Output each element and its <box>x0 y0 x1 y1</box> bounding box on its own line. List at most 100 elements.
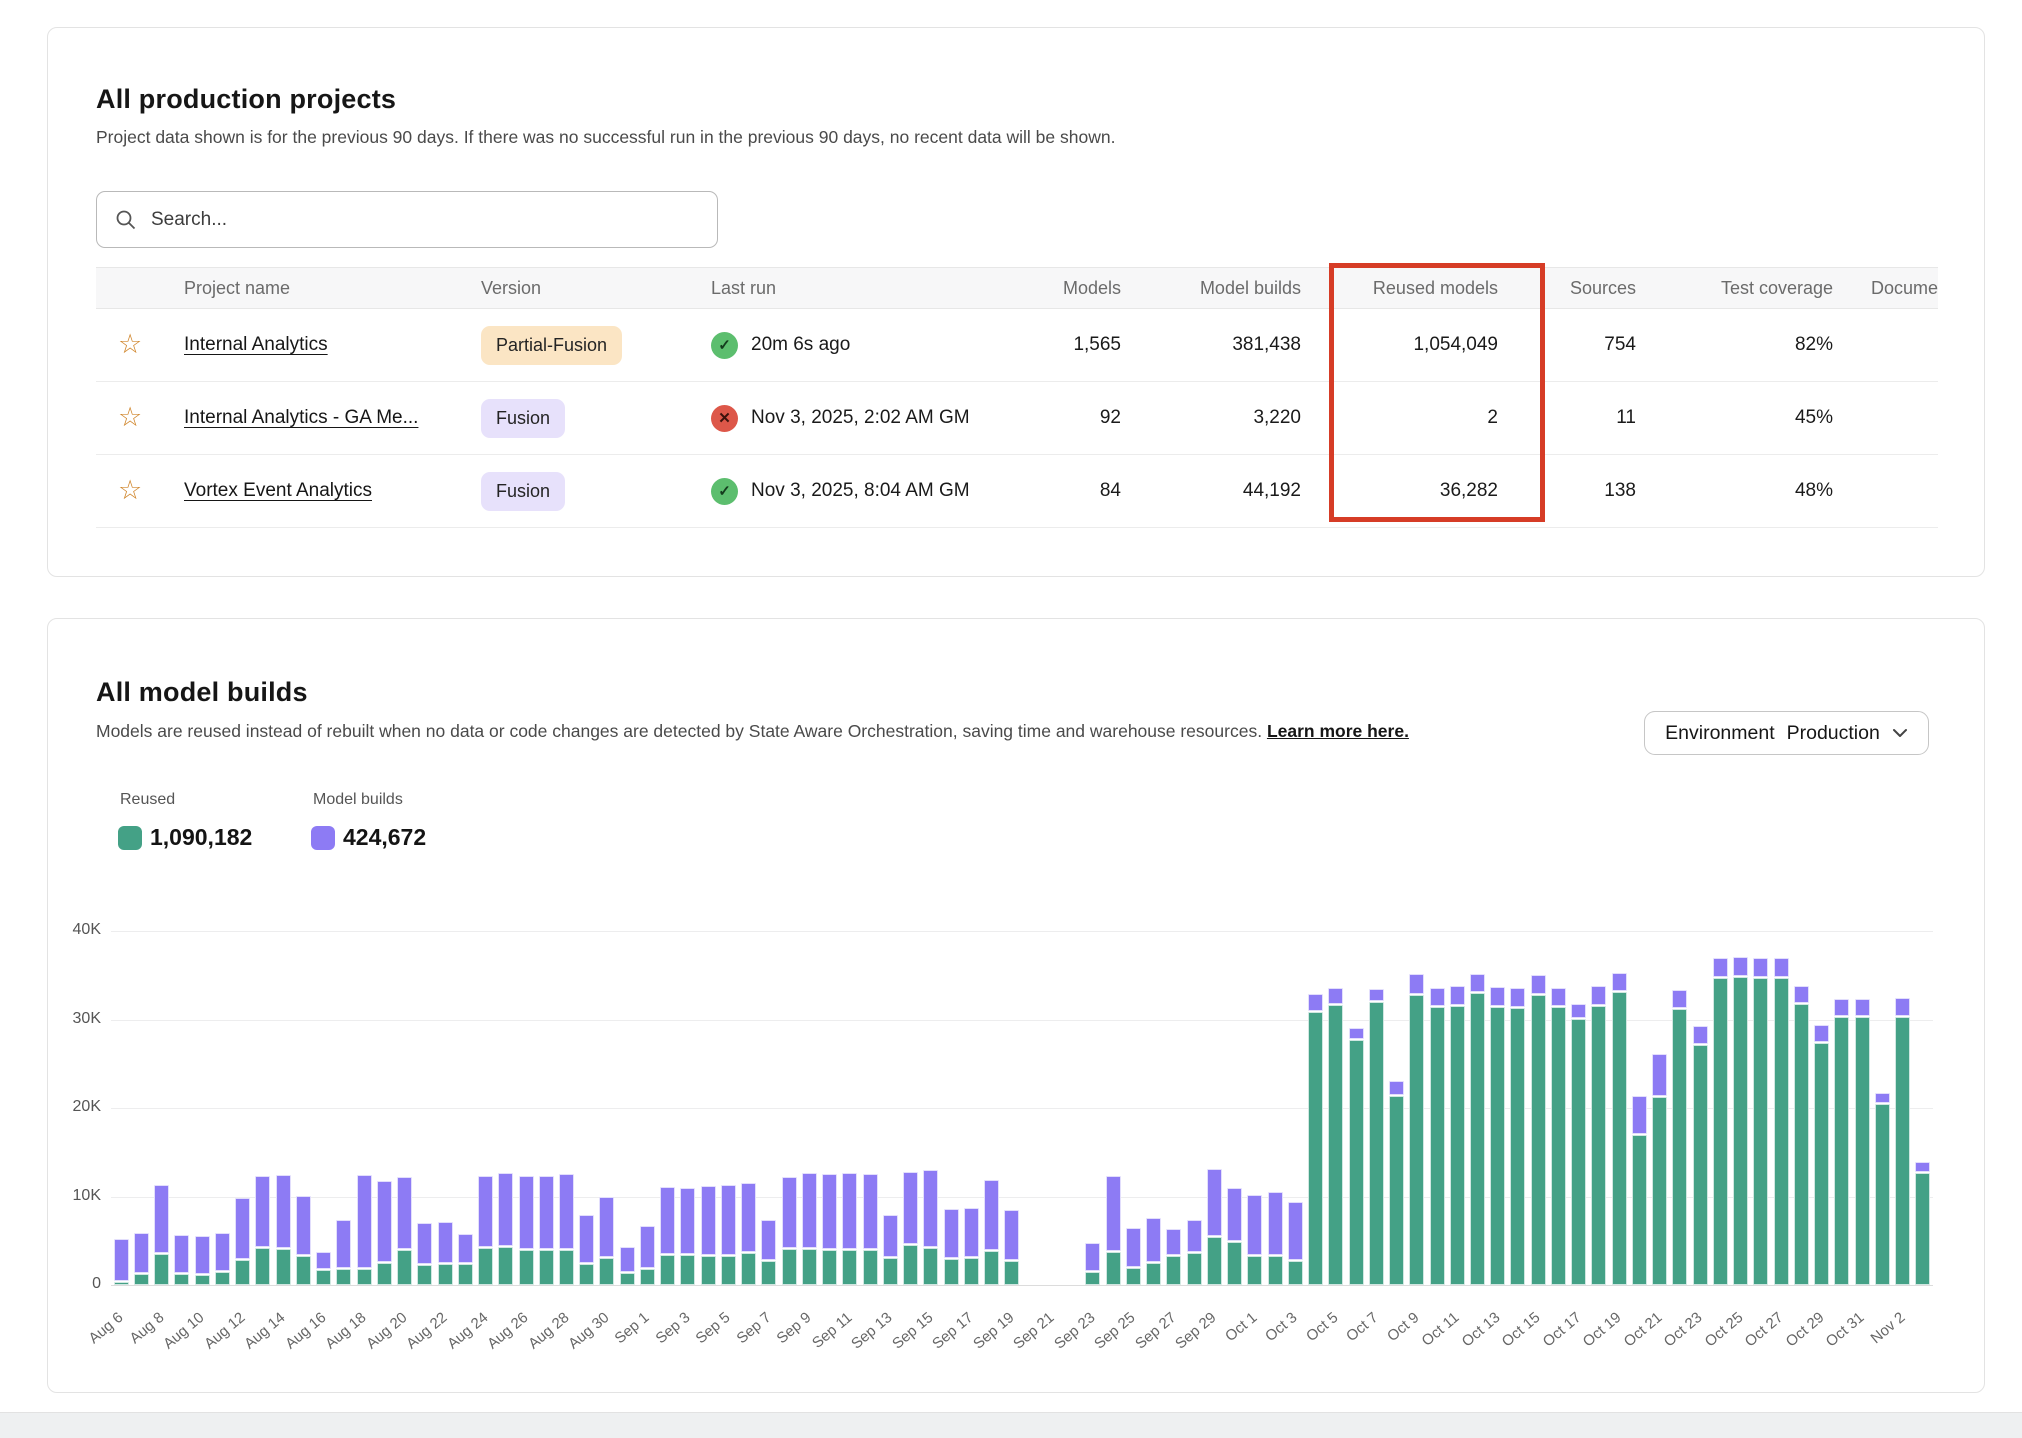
reused-bar-segment <box>1166 1256 1182 1285</box>
builds-bar-segment <box>984 1180 1000 1250</box>
models-value: 1,565 <box>1073 334 1121 355</box>
builds-bar-segment <box>700 1186 716 1255</box>
run-success-icon: ✓ <box>711 477 738 505</box>
reused-bar-segment <box>1429 1007 1445 1285</box>
project-name-link[interactable]: Internal Analytics <box>184 334 328 355</box>
builds-bar-segment <box>417 1223 433 1264</box>
legend-reused-label: Reused <box>120 791 176 808</box>
reused-bar-segment <box>275 1249 291 1285</box>
builds-bar-segment <box>1186 1220 1202 1252</box>
reused-bar-segment <box>376 1263 392 1285</box>
builds-bar-segment <box>801 1173 817 1248</box>
reused-bar-segment <box>1186 1253 1202 1285</box>
y-axis-tick: 20K <box>72 1098 101 1115</box>
builds-bar-segment <box>1550 988 1566 1006</box>
environment-dropdown[interactable]: Environment Production <box>1644 711 1929 755</box>
reused-bar-segment <box>903 1245 919 1285</box>
builds-bar-segment <box>457 1234 473 1263</box>
builds-bar-segment <box>903 1172 919 1244</box>
gridline-40K <box>111 931 1933 932</box>
reused-bar-segment <box>1510 1008 1526 1285</box>
builds-bar-segment <box>1510 988 1526 1007</box>
reused-bar-segment <box>1854 1017 1870 1285</box>
search-input[interactable] <box>151 208 699 231</box>
reused-bar-segment <box>862 1250 878 1285</box>
builds-card-title: All model builds <box>96 677 308 707</box>
builds-bar-segment <box>1004 1210 1020 1260</box>
legend-reused-item: 1,090,182 <box>118 824 252 851</box>
environment-dropdown-value: Production <box>1786 721 1880 744</box>
builds-bar-segment <box>397 1177 413 1249</box>
reused-bar-segment <box>1591 1006 1607 1285</box>
builds-bar-segment <box>295 1196 311 1255</box>
favorite-star-icon[interactable]: ☆ <box>118 331 143 359</box>
production-projects-card: All production projects Project data sho… <box>47 27 1985 577</box>
builds-bar-segment <box>194 1236 210 1274</box>
builds-bar-segment <box>498 1173 514 1246</box>
test-coverage-value: 82% <box>1794 334 1833 355</box>
reused-bar-segment <box>1753 978 1769 1285</box>
builds-bar-segment <box>1348 1028 1364 1039</box>
builds-bar-segment <box>1409 974 1425 994</box>
sources-value: 11 <box>1616 407 1636 428</box>
version-badge: Partial-Fusion <box>481 325 623 365</box>
project-search[interactable] <box>96 191 718 248</box>
builds-bar-segment <box>1895 998 1911 1016</box>
reused-bar-segment <box>1611 992 1627 1285</box>
builds-bar-segment <box>1652 1054 1668 1096</box>
reused-bar-segment <box>1409 995 1425 1285</box>
builds-bar-segment <box>1206 1169 1222 1236</box>
builds-bar-segment <box>1874 1093 1890 1103</box>
builds-bar-segment <box>255 1176 271 1247</box>
builds-bar-segment <box>599 1197 615 1257</box>
builds-bar-segment <box>720 1185 736 1255</box>
column-header-model-builds: Model builds <box>1199 277 1301 298</box>
sources-value: 754 <box>1604 334 1636 355</box>
reused-bar-segment <box>295 1256 311 1285</box>
reused-bar-segment <box>397 1250 413 1285</box>
reused-bar-segment <box>1328 1005 1344 1285</box>
builds-bar-segment <box>376 1181 392 1262</box>
reused-bar-segment <box>1793 1004 1809 1285</box>
builds-bar-segment <box>1085 1243 1101 1271</box>
reused-bar-segment <box>984 1251 1000 1285</box>
sources-value: 138 <box>1604 480 1636 501</box>
builds-bar-segment <box>639 1226 655 1268</box>
builds-bar-segment <box>680 1188 696 1254</box>
builds-bar-segment <box>1247 1195 1263 1255</box>
project-name-link[interactable]: Internal Analytics - GA Me... <box>184 407 419 428</box>
reused-bar-segment <box>1146 1263 1162 1285</box>
table-row: ☆ Internal Analytics - GA Me... Fusion ✕ Nov… <box>96 382 1938 455</box>
builds-bar-segment <box>437 1222 453 1263</box>
builds-bar-segment <box>1854 999 1870 1016</box>
reused-bar-segment <box>194 1275 210 1285</box>
test-coverage-value: 45% <box>1794 407 1833 428</box>
column-header-test-coverage: Test coverage <box>1720 277 1833 298</box>
builds-bar-segment <box>1915 1162 1931 1172</box>
column-header-project-name: Project name <box>184 277 291 298</box>
builds-bar-segment <box>174 1235 190 1273</box>
gridline-20K <box>111 1108 1933 1109</box>
column-header-last-run: Last run <box>711 277 777 298</box>
builds-bar-segment <box>619 1247 635 1272</box>
reused-bar-segment <box>1915 1173 1931 1285</box>
reused-bar-segment <box>356 1269 372 1285</box>
project-name-link[interactable]: Vortex Event Analytics <box>184 480 372 501</box>
reused-bar-segment <box>1490 1007 1506 1285</box>
builds-bar-segment <box>1368 989 1384 1001</box>
reused-bar-segment <box>154 1254 170 1285</box>
builds-bar-segment <box>214 1233 230 1271</box>
reused-bar-segment <box>579 1264 595 1285</box>
favorite-star-icon[interactable]: ☆ <box>118 404 143 432</box>
search-icon <box>116 210 136 229</box>
builds-bar-segment <box>842 1173 858 1249</box>
reused-bar-segment <box>599 1258 615 1285</box>
reused-bar-segment <box>801 1249 817 1285</box>
favorite-star-icon[interactable]: ☆ <box>118 477 143 505</box>
builds-bar-segment <box>538 1176 554 1249</box>
learn-more-link[interactable]: Learn more here. <box>1266 721 1409 741</box>
builds-card-subtitle: Models are reused instead of rebuilt whe… <box>96 721 1409 742</box>
reused-bar-segment <box>1834 1017 1850 1285</box>
builds-bar-segment <box>1470 974 1485 992</box>
builds-bar-segment <box>741 1183 757 1252</box>
